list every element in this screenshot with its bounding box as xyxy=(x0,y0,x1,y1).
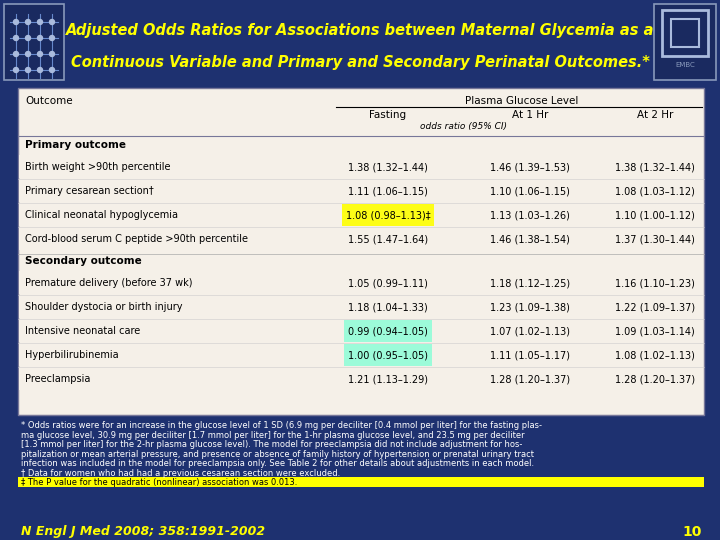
Text: EMBC: EMBC xyxy=(675,62,695,68)
Text: 1.28 (1.20–1.37): 1.28 (1.20–1.37) xyxy=(615,374,695,384)
Bar xyxy=(671,19,699,47)
Text: Plasma Glucose Level: Plasma Glucose Level xyxy=(465,96,578,106)
Bar xyxy=(19,227,703,250)
Text: 1.10 (1.06–1.15): 1.10 (1.06–1.15) xyxy=(490,186,570,196)
Text: 1.08 (1.02–1.13): 1.08 (1.02–1.13) xyxy=(615,350,695,360)
Text: At 2 Hr: At 2 Hr xyxy=(636,110,673,120)
Text: odds ratio (95% CI): odds ratio (95% CI) xyxy=(420,122,508,131)
Circle shape xyxy=(37,51,42,57)
Circle shape xyxy=(14,51,19,57)
Circle shape xyxy=(37,19,42,24)
Bar xyxy=(19,271,703,294)
Bar xyxy=(19,343,703,366)
Bar xyxy=(344,320,432,342)
Circle shape xyxy=(25,19,30,24)
Text: 1.22 (1.09–1.37): 1.22 (1.09–1.37) xyxy=(615,302,695,312)
Circle shape xyxy=(37,36,42,40)
Text: 1.05 (0.99–1.11): 1.05 (0.99–1.11) xyxy=(348,278,428,288)
Bar xyxy=(662,10,708,56)
Circle shape xyxy=(50,51,55,57)
Text: † Data for women who had had a previous cesarean section were excluded.: † Data for women who had had a previous … xyxy=(21,469,341,478)
Text: N Engl J Med 2008; 358:1991-2002: N Engl J Med 2008; 358:1991-2002 xyxy=(21,525,265,538)
Text: 1.11 (1.06–1.15): 1.11 (1.06–1.15) xyxy=(348,186,428,196)
Text: Adjusted Odds Ratios for Associations between Maternal Glycemia as a: Adjusted Odds Ratios for Associations be… xyxy=(66,23,654,37)
Text: 1.00 (0.95–1.05): 1.00 (0.95–1.05) xyxy=(348,350,428,360)
Text: 1.16 (1.10–1.23): 1.16 (1.10–1.23) xyxy=(615,278,695,288)
Text: pitalization or mean arterial pressure, and presence or absence of family histor: pitalization or mean arterial pressure, … xyxy=(21,450,534,459)
Text: ‡ The P value for the quadratic (nonlinear) association was 0.013.: ‡ The P value for the quadratic (nonline… xyxy=(21,478,297,487)
Text: ma glucose level, 30.9 mg per deciliter [1.7 mmol per liter] for the 1-hr plasma: ma glucose level, 30.9 mg per deciliter … xyxy=(21,431,525,440)
Text: 1.09 (1.03–1.14): 1.09 (1.03–1.14) xyxy=(615,326,695,336)
Text: At 1 Hr: At 1 Hr xyxy=(512,110,548,120)
Text: 1.23 (1.09–1.38): 1.23 (1.09–1.38) xyxy=(490,302,570,312)
Bar xyxy=(18,88,704,415)
Bar xyxy=(19,179,703,202)
Text: [1.3 mmol per liter] for the 2-hr plasma glucose level). The model for preeclamp: [1.3 mmol per liter] for the 2-hr plasma… xyxy=(21,440,523,449)
Text: infection was included in the model for preeclampsia only. See Table 2 for other: infection was included in the model for … xyxy=(21,459,534,468)
Circle shape xyxy=(14,19,19,24)
Bar xyxy=(18,477,704,487)
Text: Hyperbilirubinemia: Hyperbilirubinemia xyxy=(25,350,119,360)
Text: 1.37 (1.30–1.44): 1.37 (1.30–1.44) xyxy=(615,234,695,244)
Circle shape xyxy=(50,68,55,72)
Text: Fasting: Fasting xyxy=(369,110,407,120)
Text: Outcome: Outcome xyxy=(25,96,73,106)
Text: 1.18 (1.12–1.25): 1.18 (1.12–1.25) xyxy=(490,278,570,288)
Text: Secondary outcome: Secondary outcome xyxy=(25,256,142,266)
Text: Primary outcome: Primary outcome xyxy=(25,140,126,150)
Bar xyxy=(19,155,703,178)
Bar xyxy=(0,0,720,88)
Text: 1.11 (1.05–1.17): 1.11 (1.05–1.17) xyxy=(490,350,570,360)
Text: 1.08 (1.03–1.12): 1.08 (1.03–1.12) xyxy=(615,186,695,196)
Circle shape xyxy=(50,19,55,24)
Text: 1.55 (1.47–1.64): 1.55 (1.47–1.64) xyxy=(348,234,428,244)
Bar xyxy=(19,295,703,318)
Bar xyxy=(19,367,703,390)
Text: 0.99 (0.94–1.05): 0.99 (0.94–1.05) xyxy=(348,326,428,336)
Text: 1.21 (1.13–1.29): 1.21 (1.13–1.29) xyxy=(348,374,428,384)
Circle shape xyxy=(25,36,30,40)
Text: Birth weight >90th percentile: Birth weight >90th percentile xyxy=(25,162,171,172)
Text: 1.38 (1.32–1.44): 1.38 (1.32–1.44) xyxy=(615,162,695,172)
Text: 1.46 (1.38–1.54): 1.46 (1.38–1.54) xyxy=(490,234,570,244)
Circle shape xyxy=(14,68,19,72)
Text: Clinical neonatal hypoglycemia: Clinical neonatal hypoglycemia xyxy=(25,210,178,220)
Text: Cord-blood serum C peptide >90th percentile: Cord-blood serum C peptide >90th percent… xyxy=(25,234,248,244)
Text: Primary cesarean section†: Primary cesarean section† xyxy=(25,186,154,196)
Text: Continuous Variable and Primary and Secondary Perinatal Outcomes.*: Continuous Variable and Primary and Seco… xyxy=(71,55,649,70)
Bar xyxy=(654,4,716,80)
Circle shape xyxy=(14,36,19,40)
Text: 1.10 (1.00–1.12): 1.10 (1.00–1.12) xyxy=(615,210,695,220)
Bar xyxy=(4,4,64,80)
Text: 10: 10 xyxy=(683,525,702,539)
Bar xyxy=(19,319,703,342)
Text: * Odds ratios were for an increase in the glucose level of 1 SD (6.9 mg per deci: * Odds ratios were for an increase in th… xyxy=(21,421,542,430)
Text: 1.18 (1.04–1.33): 1.18 (1.04–1.33) xyxy=(348,302,428,312)
Text: Intensive neonatal care: Intensive neonatal care xyxy=(25,326,140,336)
Text: 1.07 (1.02–1.13): 1.07 (1.02–1.13) xyxy=(490,326,570,336)
Text: 1.38 (1.32–1.44): 1.38 (1.32–1.44) xyxy=(348,162,428,172)
Text: Premature delivery (before 37 wk): Premature delivery (before 37 wk) xyxy=(25,278,192,288)
Text: 1.13 (1.03–1.26): 1.13 (1.03–1.26) xyxy=(490,210,570,220)
Circle shape xyxy=(50,36,55,40)
Text: 1.08 (0.98–1.13)‡: 1.08 (0.98–1.13)‡ xyxy=(346,210,431,220)
Text: 1.46 (1.39–1.53): 1.46 (1.39–1.53) xyxy=(490,162,570,172)
Circle shape xyxy=(37,68,42,72)
Text: Preeclampsia: Preeclampsia xyxy=(25,374,91,384)
Bar xyxy=(19,203,703,226)
Bar xyxy=(342,204,434,226)
Text: Shoulder dystocia or birth injury: Shoulder dystocia or birth injury xyxy=(25,302,182,312)
Circle shape xyxy=(25,68,30,72)
Bar xyxy=(344,344,432,366)
Circle shape xyxy=(25,51,30,57)
Text: 1.28 (1.20–1.37): 1.28 (1.20–1.37) xyxy=(490,374,570,384)
